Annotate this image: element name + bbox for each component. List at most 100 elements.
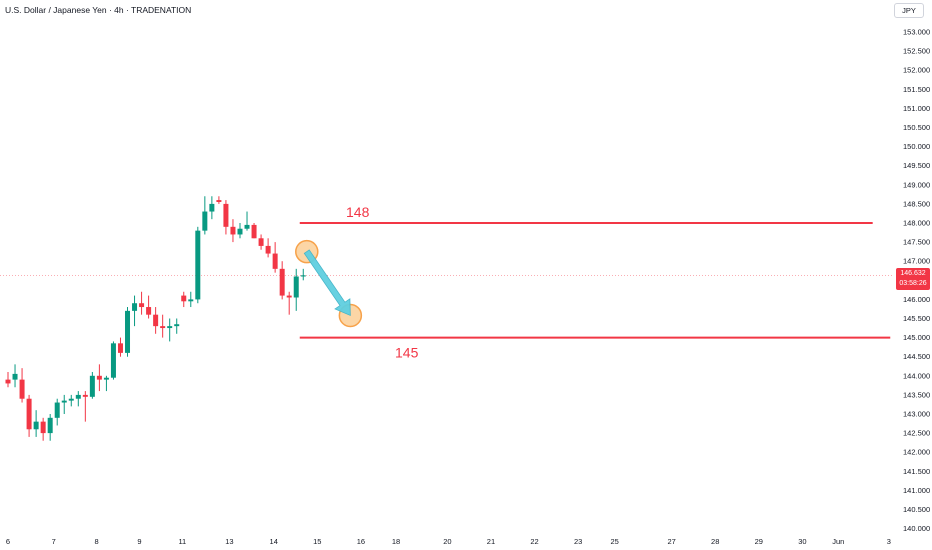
y-tick-label: 142.000 <box>903 448 930 457</box>
last-price-value: 146.632 <box>900 270 926 277</box>
x-tick-label: 7 <box>52 537 56 546</box>
y-tick-label: 142.500 <box>903 429 930 438</box>
candle <box>272 242 278 273</box>
candle <box>230 219 236 243</box>
candle-body <box>110 343 116 378</box>
y-tick-label: 140.500 <box>903 505 930 514</box>
y-tick-label: 145.000 <box>903 333 930 342</box>
candle <box>153 307 159 334</box>
candle <box>300 268 306 281</box>
candle <box>202 196 208 235</box>
y-tick-label: 141.000 <box>903 486 930 495</box>
levels-layer: 148 145 <box>299 204 891 361</box>
x-tick-label: 8 <box>94 537 98 546</box>
candle <box>89 371 95 399</box>
candle-body <box>117 343 123 353</box>
x-tick-label: 15 <box>313 537 321 546</box>
candle-body <box>167 326 173 329</box>
y-tick-label: 146.000 <box>903 295 930 304</box>
symbol-title[interactable]: U.S. Dollar / Japanese Yen · 4h · TRADEN… <box>5 5 192 15</box>
candle <box>68 394 74 407</box>
y-tick-label: 148.000 <box>903 219 930 228</box>
candle-body <box>237 228 243 235</box>
candle <box>237 223 243 239</box>
candle-body <box>188 299 194 302</box>
candle <box>26 394 32 437</box>
bar-countdown: 03:58:26 <box>899 280 927 287</box>
x-tick-label: 28 <box>711 537 719 546</box>
candle-body <box>68 398 74 401</box>
candle-body <box>251 224 257 239</box>
candle <box>110 341 116 380</box>
last-price-tag: 146.632 03:58:26 <box>896 268 930 290</box>
y-tick-label: 143.500 <box>903 390 930 399</box>
x-tick-label: 30 <box>798 537 806 546</box>
candle-body <box>61 400 67 403</box>
x-tick-label: Jun <box>832 537 844 546</box>
y-tick-label: 152.500 <box>903 47 930 56</box>
x-tick-label: 3 <box>887 537 891 546</box>
candle-body <box>209 203 215 212</box>
candle <box>5 371 11 388</box>
x-tick-label: 18 <box>392 537 400 546</box>
candle <box>279 261 285 300</box>
candle-body <box>293 276 299 298</box>
candle <box>167 318 173 342</box>
y-tick-label: 150.000 <box>903 142 930 151</box>
candle-body <box>258 238 264 246</box>
candle-body <box>195 230 201 300</box>
x-tick-label: 23 <box>574 537 582 546</box>
x-tick-label: 29 <box>755 537 763 546</box>
candle <box>195 226 201 304</box>
candle <box>216 196 222 204</box>
candle <box>174 318 180 334</box>
x-tick-label: 6 <box>6 537 10 546</box>
candle-body <box>12 373 18 380</box>
x-tick-label: 22 <box>530 537 538 546</box>
candle <box>117 337 123 357</box>
candle <box>12 364 18 388</box>
y-tick-label: 153.000 <box>903 28 930 37</box>
candle-body <box>54 402 60 418</box>
candle-body <box>174 324 180 327</box>
candle-body <box>26 398 32 430</box>
candle-body <box>33 421 39 430</box>
candle-body <box>103 377 109 380</box>
candle-body <box>202 211 208 231</box>
candle-body <box>230 226 236 235</box>
candle-body <box>216 200 222 202</box>
candle-body <box>19 379 25 399</box>
y-tick-label: 140.000 <box>903 524 930 533</box>
candle <box>47 414 53 441</box>
candle <box>61 394 67 414</box>
candle <box>96 364 102 392</box>
y-tick-label: 149.500 <box>903 161 930 170</box>
candle <box>181 291 187 308</box>
currency-button[interactable]: JPY <box>894 3 924 18</box>
candle <box>286 291 292 315</box>
y-tick-label: 144.500 <box>903 352 930 361</box>
candle-body <box>160 326 166 329</box>
candle-body <box>47 417 53 434</box>
candle <box>160 314 166 338</box>
x-tick-label: 9 <box>137 537 141 546</box>
candle-body <box>75 394 81 399</box>
candle <box>265 238 271 258</box>
candle <box>132 295 138 327</box>
candle <box>82 391 88 422</box>
candle <box>54 398 60 426</box>
candle <box>33 410 39 437</box>
candle-body <box>181 295 187 302</box>
candle-body <box>139 303 145 308</box>
candle-body <box>96 375 102 380</box>
candle <box>209 196 215 220</box>
candles-layer <box>5 196 306 441</box>
x-tick-label: 25 <box>611 537 619 546</box>
y-tick-label: 149.000 <box>903 180 930 189</box>
candle-body <box>272 253 278 269</box>
candle-body <box>300 275 306 277</box>
y-tick-label: 147.500 <box>903 238 930 247</box>
candle <box>19 368 25 403</box>
candle-body <box>279 268 285 296</box>
